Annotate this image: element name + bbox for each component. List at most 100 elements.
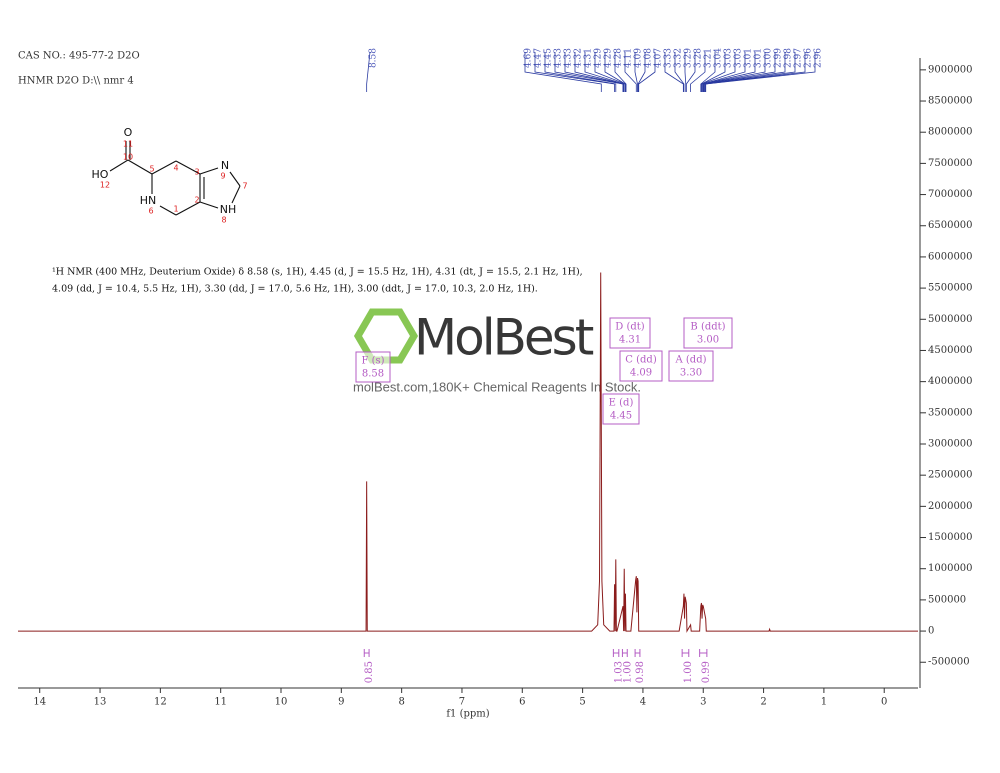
peak-label: 2.96 [804,48,814,68]
multiplet-box [683,317,733,349]
peak-pointer [604,52,626,92]
x-tick-label: 4 [640,697,646,708]
peak-pointer [703,52,776,92]
atom-number: 7 [242,182,247,191]
atom-label: HO [92,168,109,181]
y-tick-label: 3500000 [928,407,973,418]
multiplet-name: B (ddt) [690,322,725,333]
atom-number: 12 [100,181,110,190]
peak-label: 3.03 [734,48,744,68]
y-tick-label: 9000000 [928,64,973,75]
x-tick-label: 0 [881,697,887,708]
peak-pointer [700,52,716,92]
peak-label: 3.00 [764,48,774,68]
y-tick-label: 2000000 [928,501,973,512]
y-tick-label: 6500000 [928,220,973,231]
peak-label: 4.47 [534,48,544,68]
peak-label: 3.33 [664,48,674,68]
nmr-description: 4.09 (dd, J = 10.4, 5.5 Hz, 1H), 3.30 (d… [52,284,538,295]
peak-pointer [664,52,684,92]
peak-pointer [702,52,756,92]
y-tick-label: 5000000 [928,314,973,325]
integral-label: 0.85 [364,661,375,683]
multiplet-name: A (dd) [674,355,706,366]
peak-pointer [701,52,736,92]
x-tick-label: 5 [579,697,585,708]
peak-label: 3.01 [754,48,764,68]
peak-label: 3.29 [684,48,694,68]
peak-pointer [704,52,796,92]
multiplet-name: E (d) [609,398,634,409]
y-tick-label: 2500000 [928,470,973,481]
x-tick-label: 6 [519,697,525,708]
peak-label: 3.28 [694,48,704,68]
peak-pointer [544,52,617,92]
peak-label: 4.31 [584,48,594,68]
integral-bracket [612,649,620,657]
peak-pointer [614,52,627,92]
x-tick-label: 8 [398,697,404,708]
multiplet-shift: 8.58 [362,369,384,380]
integral-label: 0.98 [635,661,646,683]
peak-label: 3.21 [704,48,714,68]
watermark-brand: MolBest [414,309,594,367]
watermark-tagline: molBest.com,180K+ Chemical Reagents In S… [353,379,641,394]
atom-number: 11 [123,140,133,149]
peak-pointer [702,52,766,92]
multiplet-shift: 4.45 [610,411,632,422]
peak-label: 3.04 [714,48,724,68]
integral-bracket [363,649,370,657]
integral-label: 1.00 [683,661,694,683]
atom-number: 4 [173,164,178,173]
peak-pointer [524,52,602,92]
x-tick-label: 1 [821,697,827,708]
peak-label: 3.01 [744,48,754,68]
multiplet-shift: 3.00 [697,335,719,346]
y-tick-label: 500000 [928,594,966,605]
peak-pointer [574,52,625,92]
peak-pointer [564,52,624,92]
multiplet-box [668,350,714,382]
peak-pointer [366,51,371,92]
x-tick-label: 9 [338,697,344,708]
peak-pointer [674,52,685,92]
multiplet-shift: 4.09 [630,368,652,379]
atom-number: 5 [149,165,154,174]
x-axis-label: f1 (ppm) [446,709,489,720]
atom-label: NH [220,203,237,216]
integral-bracket [699,649,708,657]
y-tick-label: 1000000 [928,563,973,574]
atom-number: 2 [194,196,199,205]
atom-label: N [221,159,229,172]
atom-number: 3 [194,168,199,177]
peak-label: 8.58 [369,48,379,68]
x-tick-label: 7 [459,697,465,708]
peak-label: 4.33 [554,48,564,68]
atom-number: 6 [148,207,153,216]
spectrum-line [18,272,918,633]
x-tick-label: 12 [154,697,167,708]
atom-label: O [124,126,133,139]
peak-label: 4.29 [604,48,614,68]
peak-label: 4.29 [594,48,604,68]
peak-label: 4.08 [644,48,654,68]
structure [109,141,241,216]
multiplet-box [602,393,640,425]
peak-pointer [634,52,638,92]
structure-labels: O 11 10 HO 12 5 4 3 N 9 7 2 NH 8 HN 6 1 [92,126,248,225]
multiplet-shift: 3.30 [680,368,702,379]
peak-label: 2.98 [784,48,794,68]
y-tick-label: 6000000 [928,251,973,262]
atom-number: 8 [221,216,226,225]
x-tick-label: 10 [275,697,288,708]
peak-label: 4.32 [574,48,584,68]
atom-number: 9 [220,172,225,181]
nmr-description: ¹H NMR (400 MHz, Deuterium Oxide) δ 8.58… [52,267,583,278]
peak-pointer [637,52,646,92]
y-tick-label: 3000000 [928,438,973,449]
atom-label: HN [140,194,157,207]
peak-pointer [704,52,786,92]
atom-number: 10 [123,153,133,162]
peak-pointer [624,52,637,92]
